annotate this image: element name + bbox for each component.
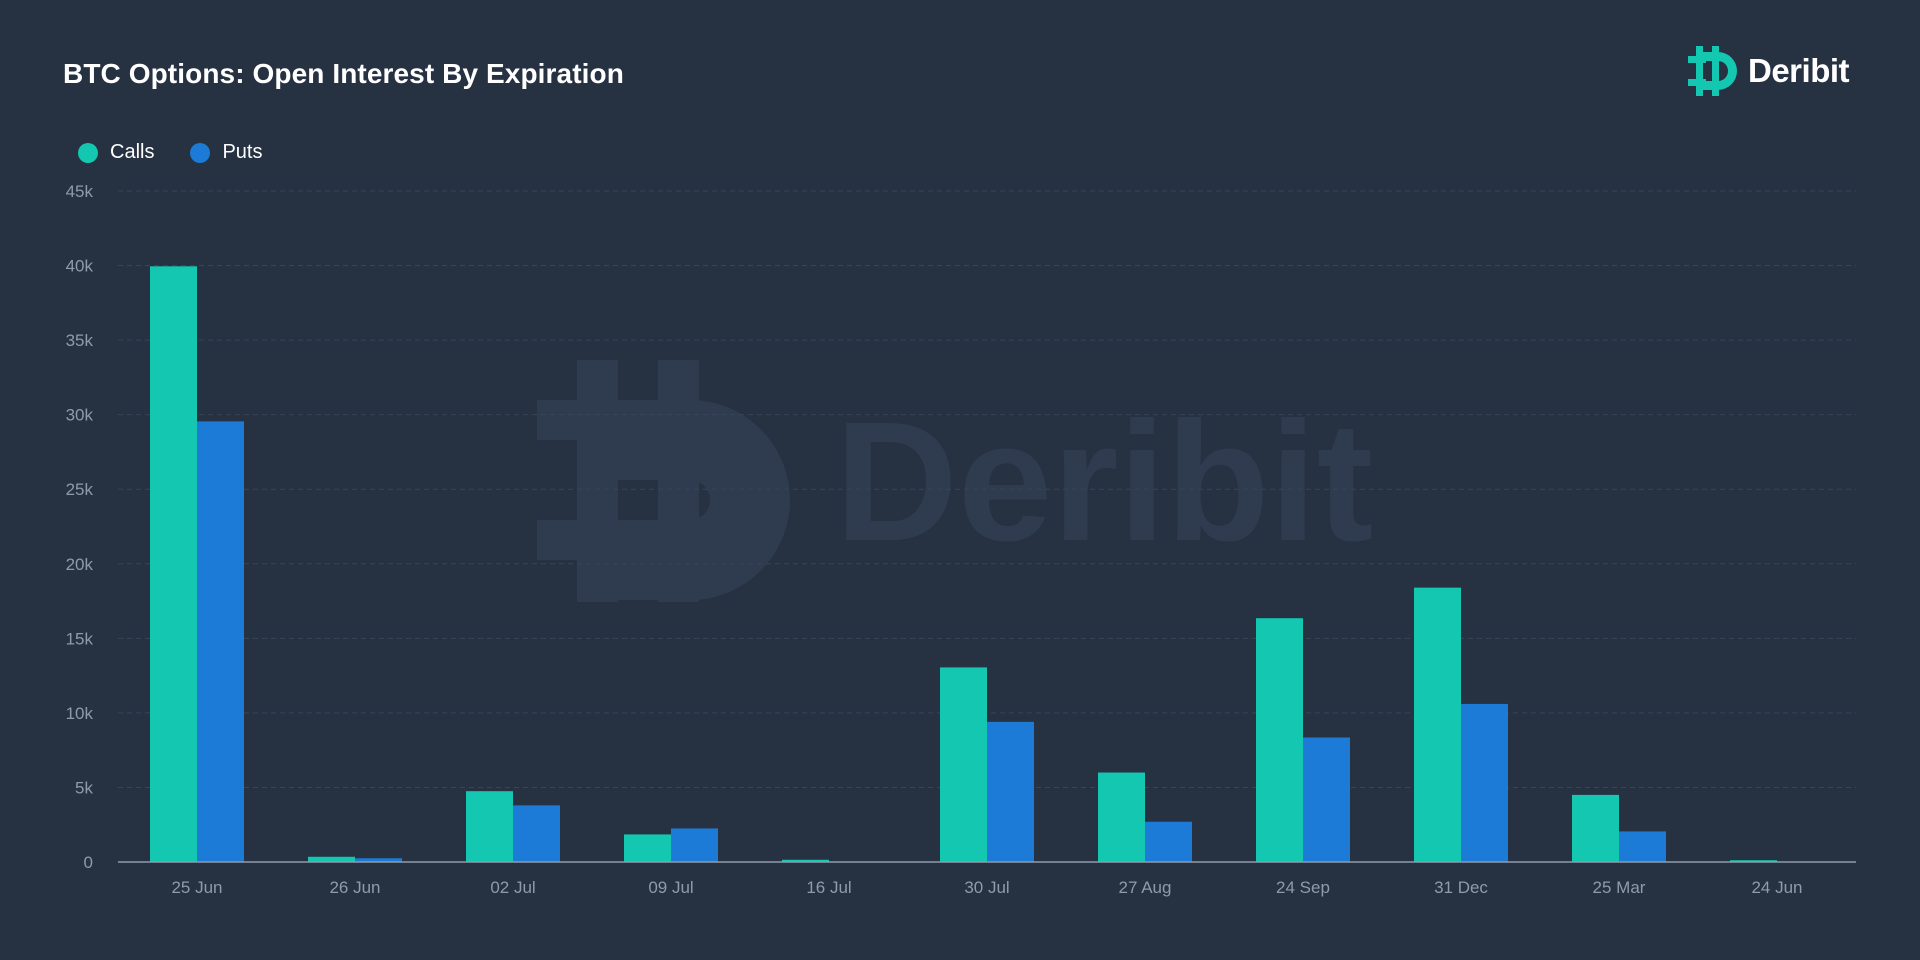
y-tick-label: 45k bbox=[66, 182, 94, 201]
bar-puts[interactable] bbox=[1145, 821, 1192, 862]
bar-calls[interactable] bbox=[782, 859, 829, 862]
bar-calls[interactable] bbox=[940, 667, 987, 862]
chart-title: BTC Options: Open Interest By Expiration bbox=[63, 58, 624, 89]
logo-wordmark: Deribit bbox=[1748, 52, 1850, 89]
bar-puts[interactable] bbox=[671, 828, 718, 862]
legend: Calls Puts bbox=[78, 141, 262, 164]
y-tick-label: 10k bbox=[66, 704, 94, 723]
y-axis-ticks: 0 5k 10k 15k 20k 25k 30k 35k 40k 45k bbox=[66, 182, 94, 872]
bar-calls[interactable] bbox=[1256, 618, 1303, 862]
bar-puts[interactable] bbox=[987, 721, 1034, 862]
y-tick-label: 5k bbox=[75, 778, 93, 797]
y-tick-label: 0 bbox=[84, 853, 93, 872]
watermark-bitcoin-icon bbox=[537, 360, 790, 602]
bar-puts[interactable] bbox=[197, 421, 244, 862]
legend-swatch-calls bbox=[78, 142, 98, 163]
bar-calls[interactable] bbox=[308, 856, 355, 862]
bar-calls[interactable] bbox=[1414, 587, 1461, 862]
bar-puts[interactable] bbox=[1461, 703, 1508, 862]
y-tick-label: 20k bbox=[66, 555, 94, 574]
x-tick-label: 27 Aug bbox=[1119, 878, 1172, 897]
bar-calls[interactable] bbox=[1572, 794, 1619, 862]
x-tick-label: 26 Jun bbox=[329, 878, 380, 897]
x-tick-label: 25 Mar bbox=[1593, 878, 1646, 897]
deribit-logo-icon bbox=[1688, 46, 1737, 96]
bar-calls[interactable] bbox=[624, 834, 671, 862]
y-tick-label: 40k bbox=[66, 257, 94, 276]
bar-puts[interactable] bbox=[1619, 831, 1666, 862]
bar-puts[interactable] bbox=[513, 805, 560, 862]
deribit-logo: Deribit bbox=[1688, 46, 1850, 96]
y-tick-label: 15k bbox=[66, 629, 94, 648]
x-tick-label: 16 Jul bbox=[806, 878, 851, 897]
x-tick-label: 09 Jul bbox=[648, 878, 693, 897]
bar-puts[interactable] bbox=[355, 858, 402, 862]
bar-calls[interactable] bbox=[150, 266, 197, 862]
x-axis-ticks: 25 Jun 26 Jun 02 Jul 09 Jul 16 Jul 30 Jul 27 A… bbox=[171, 878, 1802, 897]
legend-label-puts: Puts bbox=[222, 141, 263, 163]
y-tick-label: 25k bbox=[66, 480, 94, 499]
x-tick-label: 02 Jul bbox=[490, 878, 535, 897]
y-tick-label: 35k bbox=[66, 331, 94, 350]
legend-swatch-puts bbox=[190, 142, 211, 163]
legend-item-puts[interactable]: Puts bbox=[190, 141, 262, 164]
bar-calls[interactable] bbox=[466, 791, 513, 862]
bar-puts[interactable] bbox=[1303, 737, 1350, 862]
bars bbox=[150, 266, 1777, 862]
x-tick-label: 25 Jun bbox=[171, 878, 222, 897]
x-tick-label: 24 Sep bbox=[1276, 878, 1330, 897]
watermark: Deribit bbox=[537, 360, 1373, 602]
x-tick-label: 24 Jun bbox=[1751, 878, 1802, 897]
legend-item-calls[interactable]: Calls bbox=[78, 141, 154, 164]
y-tick-label: 30k bbox=[66, 406, 94, 425]
x-tick-label: 30 Jul bbox=[964, 878, 1009, 897]
bar-calls[interactable] bbox=[1730, 860, 1777, 862]
watermark-wordmark: Deribit bbox=[835, 387, 1373, 577]
x-tick-label: 31 Dec bbox=[1434, 878, 1488, 897]
bar-calls[interactable] bbox=[1098, 772, 1145, 862]
legend-label-calls: Calls bbox=[110, 141, 155, 163]
